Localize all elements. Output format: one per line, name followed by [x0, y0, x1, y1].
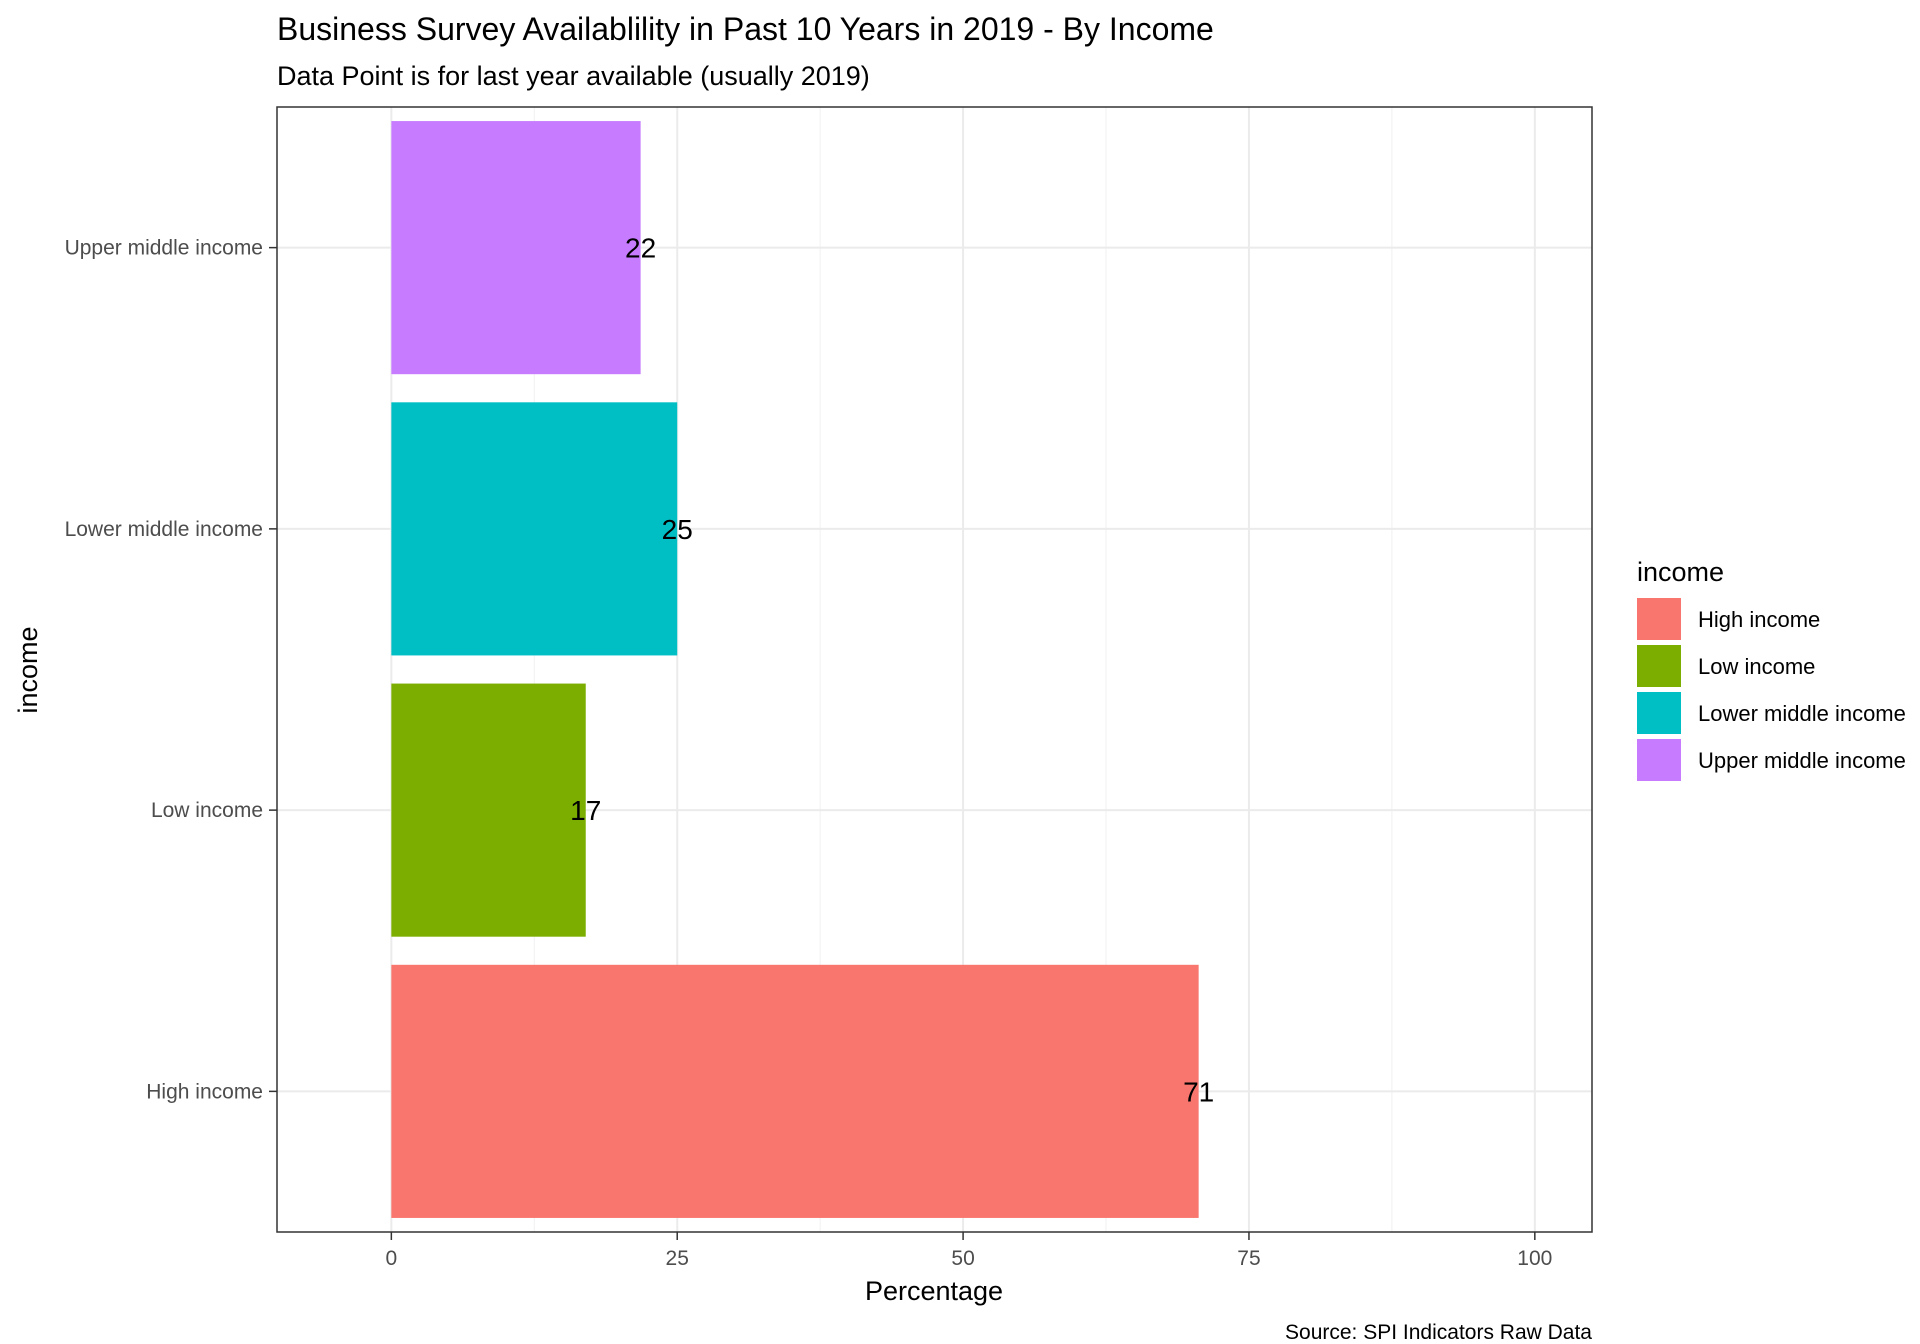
plot-border — [276, 106, 1593, 1233]
x-axis: 0 25 50 75 100 — [386, 1232, 1552, 1270]
bar — [391, 964, 1199, 1218]
x-tick-label: 25 — [666, 1247, 689, 1270]
chart-caption: Source: SPI Indicators Raw Data — [1285, 1321, 1592, 1344]
x-tick-label: 75 — [1237, 1247, 1260, 1270]
bar — [391, 121, 641, 375]
legend: income High income Low income Lower middle… — [1637, 557, 1906, 781]
legend-label: Upper middle income — [1698, 748, 1906, 773]
bar — [391, 402, 678, 656]
legend-label: High income — [1698, 607, 1820, 632]
legend-key — [1637, 645, 1681, 687]
y-tick-label: Lower middle income — [65, 518, 263, 541]
legend-key — [1637, 692, 1681, 734]
y-tick-label: High income — [146, 1080, 263, 1103]
plot-panel: 71 17 25 22 — [276, 106, 1593, 1233]
bars — [391, 121, 1199, 1218]
data-label: 22 — [625, 233, 656, 264]
bar — [391, 683, 586, 937]
legend-key — [1637, 598, 1681, 640]
y-axis-title: income — [13, 626, 43, 713]
y-axis: High income Low income Lower middle income… — [65, 237, 277, 1103]
legend-label: Low income — [1698, 654, 1815, 679]
data-label: 25 — [662, 514, 693, 545]
legend-label: Lower middle income — [1698, 701, 1906, 726]
y-tick-label: Upper middle income — [65, 237, 263, 260]
data-label: 71 — [1183, 1076, 1214, 1107]
x-tick-label: 50 — [951, 1247, 974, 1270]
data-labels: 71 17 25 22 — [570, 233, 1214, 1108]
legend-title: income — [1637, 557, 1724, 587]
y-tick-label: Low income — [151, 799, 263, 822]
data-label: 17 — [570, 795, 601, 826]
x-tick-label: 0 — [386, 1247, 398, 1270]
chart-subtitle: Data Point is for last year available (u… — [277, 61, 870, 91]
legend-key — [1637, 739, 1681, 781]
x-axis-title: Percentage — [865, 1276, 1003, 1306]
x-tick-label: 100 — [1517, 1247, 1552, 1270]
chart-title: Business Survey Availablility in Past 10… — [277, 11, 1214, 47]
